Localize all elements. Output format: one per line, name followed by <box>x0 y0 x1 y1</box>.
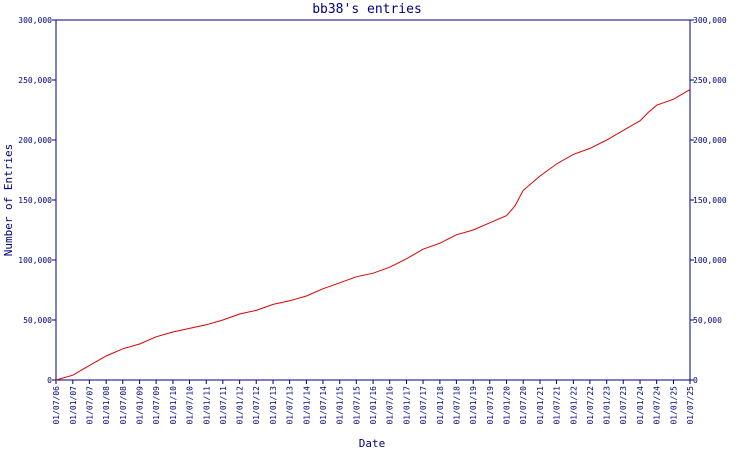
x-tick-label: 01/07/22 <box>586 386 595 425</box>
x-tick-label: 01/07/16 <box>386 386 395 425</box>
chart-title: bb38's entries <box>312 2 422 17</box>
x-tick-label: 01/01/21 <box>536 386 545 425</box>
x-tick-label: 01/01/19 <box>469 386 478 425</box>
x-tick-label: 01/07/20 <box>519 386 528 425</box>
series-line <box>55 89 691 381</box>
x-tick-label: 01/01/07 <box>69 386 78 425</box>
plot-frame <box>55 19 691 381</box>
x-tick-label: 01/01/15 <box>336 386 345 425</box>
y-tick-label-right: 100,000 <box>693 256 727 265</box>
y-tick-label-left: 250,000 <box>18 76 52 85</box>
x-tick-label: 01/07/23 <box>619 386 628 425</box>
x-tick-label: 01/01/25 <box>669 386 678 425</box>
x-tick-label: 01/07/07 <box>85 386 94 425</box>
y-tick-label-right: 300,000 <box>693 16 727 25</box>
y-tick-label-left: 100,000 <box>18 256 52 265</box>
y-tick-label-right: 0 <box>693 376 698 385</box>
x-tick-label: 01/01/24 <box>636 386 645 425</box>
x-tick-label: 01/07/25 <box>686 386 695 425</box>
y-tick-label-right: 150,000 <box>693 196 727 205</box>
x-tick-label: 01/01/16 <box>369 386 378 425</box>
x-tick-label: 01/07/08 <box>119 386 128 425</box>
x-tick-label: 01/01/09 <box>136 386 145 425</box>
x-tick-label: 01/01/14 <box>302 386 311 425</box>
y-tick-label-left: 0 <box>47 376 52 385</box>
x-tick-label: 01/07/21 <box>553 386 562 425</box>
y-tick-label-left: 150,000 <box>18 196 52 205</box>
y-axis-left: 0 50,000 100,000 150,000 200,000 250,000 300,0… <box>18 16 56 385</box>
x-axis-label: Date <box>359 437 386 450</box>
y-tick-label-left: 200,000 <box>18 136 52 145</box>
x-tick-label: 01/01/11 <box>202 386 211 425</box>
x-tick-label: 01/01/13 <box>269 386 278 425</box>
x-tick-label: 01/01/22 <box>569 386 578 425</box>
x-tick-label: 01/07/14 <box>319 386 328 425</box>
x-tick-label: 01/07/06 <box>52 386 61 425</box>
x-tick-label: 01/01/12 <box>236 386 245 425</box>
y-axis-right: 0 50,000 100,000 150,000 200,000 250,000 300,0… <box>690 16 727 385</box>
x-tick-label: 01/01/20 <box>503 386 512 425</box>
x-tick-label: 01/07/24 <box>653 386 662 425</box>
x-tick-label: 01/01/18 <box>436 386 445 425</box>
x-tick-label: 01/07/11 <box>219 386 228 425</box>
x-tick-label: 01/07/13 <box>286 386 295 425</box>
x-tick-label: 01/01/23 <box>603 386 612 425</box>
y-tick-label-left: 300,000 <box>18 16 52 25</box>
x-tick-label: 01/07/09 <box>152 386 161 425</box>
y-tick-label-right: 50,000 <box>693 316 722 325</box>
x-axis: 01/07/06 01/01/07 01/07/07 01/01/08 01/07/08… <box>52 380 695 425</box>
x-tick-label: 01/01/08 <box>102 386 111 425</box>
x-tick-label: 01/07/10 <box>185 386 194 425</box>
x-tick-label: 01/07/18 <box>452 386 461 425</box>
series-layer <box>55 89 691 381</box>
y-tick-label-right: 250,000 <box>693 76 727 85</box>
y-axis-label: Number of Entries <box>2 144 15 257</box>
plot-border <box>55 19 691 381</box>
x-tick-label: 01/01/17 <box>403 386 412 425</box>
x-tick-label: 01/07/15 <box>352 386 361 425</box>
x-tick-label: 01/07/19 <box>486 386 495 425</box>
y-tick-label-left: 50,000 <box>23 316 52 325</box>
x-tick-label: 01/07/17 <box>419 386 428 425</box>
x-tick-label: 01/07/12 <box>252 386 261 425</box>
x-tick-label: 01/01/10 <box>169 386 178 425</box>
y-tick-label-right: 200,000 <box>693 136 727 145</box>
